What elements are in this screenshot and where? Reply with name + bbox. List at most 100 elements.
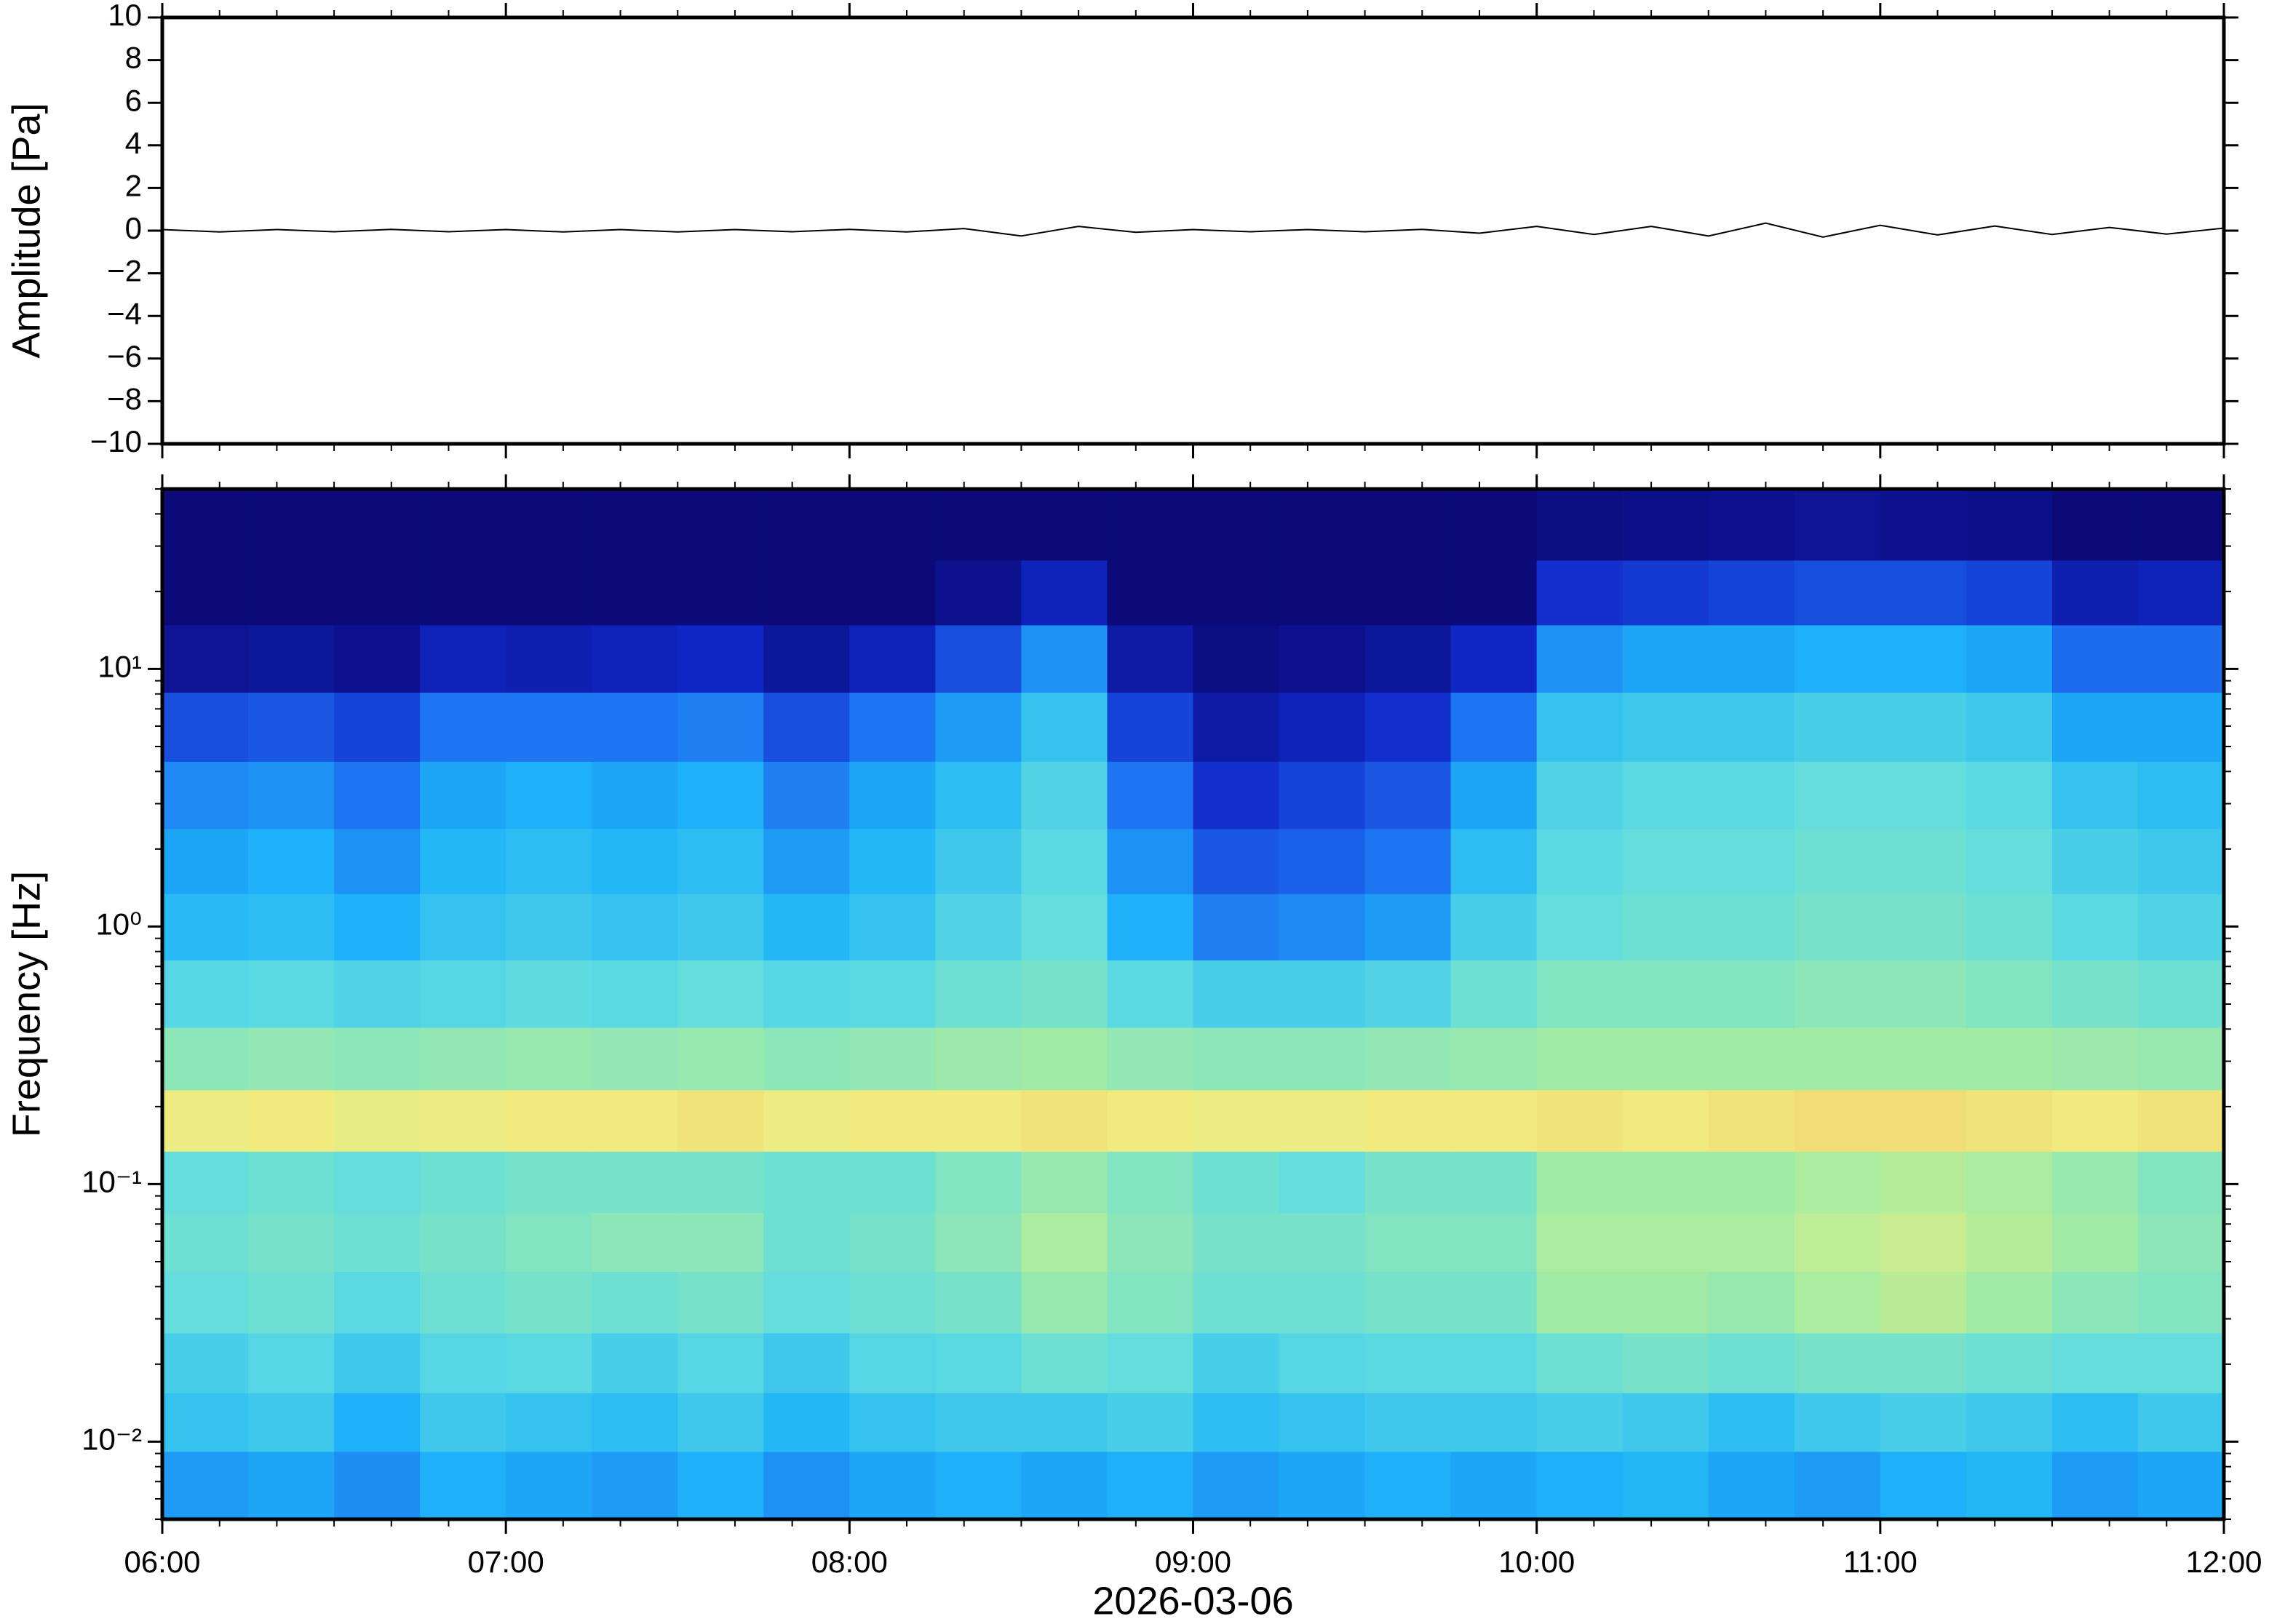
spectrogram-cell — [849, 1332, 936, 1393]
spectrogram-cell — [1021, 489, 1108, 561]
y-tick-label: −8 — [107, 381, 142, 415]
spectrogram-cell — [1279, 960, 1366, 1028]
spectrogram-cell — [1880, 761, 1967, 829]
spectrogram-cell — [1193, 1212, 1280, 1273]
spectrogram-cell — [334, 828, 421, 894]
spectrogram-cell — [1708, 1271, 1795, 1334]
spectrogram-cell — [1536, 893, 1624, 960]
spectrogram-cell — [1708, 960, 1795, 1028]
spectrogram-cell — [506, 1332, 592, 1393]
spectrogram-cell — [1450, 1089, 1538, 1152]
spectrogram-cell — [248, 828, 335, 894]
spectrogram-cell — [1966, 1271, 2053, 1334]
spectrogram-cell — [1880, 1332, 1967, 1393]
spectrogram-cell — [935, 1393, 1022, 1452]
spectrogram-cell — [1794, 1451, 1881, 1520]
spectrogram-cell — [935, 692, 1022, 762]
spectrogram-cell — [677, 1393, 764, 1452]
spectrogram-cell — [677, 560, 764, 626]
spectrogram-cell — [1107, 1151, 1194, 1214]
spectrogram-cell — [334, 1332, 421, 1393]
spectrogram-cell — [1966, 761, 2053, 829]
y-tick-label: 10⁻² — [82, 1422, 142, 1457]
spectrogram-cell — [506, 1393, 592, 1452]
y-tick-label: −6 — [107, 339, 142, 373]
x-tick-label: 07:00 — [468, 1545, 544, 1579]
spectrogram-cell — [1021, 1151, 1108, 1214]
spectrogram-cell — [1364, 624, 1452, 693]
y-tick-label: 4 — [125, 126, 142, 160]
spectrogram-cell — [2051, 1393, 2139, 1452]
spectrogram-cell — [2137, 1393, 2225, 1452]
spectrogram-cell — [1966, 1393, 2053, 1452]
spectrogram-cell — [1536, 1212, 1624, 1273]
spectrogram-cell — [1880, 828, 1967, 894]
spectrogram-cell — [1364, 893, 1452, 960]
spectrogram-cell — [1107, 1332, 1194, 1393]
spectrogram-cell — [1021, 960, 1108, 1028]
spectrogram-cell — [334, 1451, 421, 1520]
spectrogram-cell — [506, 1271, 592, 1334]
spectrogram-cell — [1193, 1151, 1280, 1214]
spectrogram-cell — [1193, 1393, 1280, 1452]
spectrogram-cell — [248, 1393, 335, 1452]
spectrogram-cell — [1794, 489, 1881, 561]
spectrogram-cell — [1536, 1393, 1624, 1452]
spectrogram-cell — [1193, 1089, 1280, 1152]
spectrogram-cell — [1708, 761, 1795, 829]
spectrogram-cell — [334, 1212, 421, 1273]
spectrogram-cell — [420, 761, 506, 829]
spectrogram-cell — [1364, 1393, 1452, 1452]
spectrogram-cell — [1279, 560, 1366, 626]
spectrogram-cell — [2051, 1027, 2139, 1091]
spectrogram-cell — [1021, 1451, 1108, 1520]
spectrogram-cell — [1536, 1451, 1624, 1520]
spectrogram-cell — [849, 828, 936, 894]
spectrogram-cell — [849, 960, 936, 1028]
spectrogram-cell — [1021, 1089, 1108, 1152]
spectrogram-cell — [1794, 828, 1881, 894]
spectrogram-cell — [334, 1393, 421, 1452]
spectrogram-cell — [592, 828, 678, 894]
spectrogram-cell — [2051, 624, 2139, 693]
spectrogram-cell — [2051, 960, 2139, 1028]
spectrogram-cell — [1794, 1089, 1881, 1152]
spectrogram-cell — [2137, 1451, 2225, 1520]
spectrogram-cell — [1107, 1089, 1194, 1152]
spectrogram-cell — [1450, 692, 1538, 762]
spectrogram-cell — [1536, 1271, 1624, 1334]
spectrogram-cell — [1622, 761, 1709, 829]
spectrogram-cell — [677, 761, 764, 829]
spectrogram-cell — [1794, 1332, 1881, 1393]
spectrogram-cell — [1966, 692, 2053, 762]
spectrogram-cell — [2137, 560, 2225, 626]
spectrogram-cell — [1193, 828, 1280, 894]
spectrogram-cell — [677, 828, 764, 894]
spectrogram-cell — [677, 1151, 764, 1214]
spectrogram-cell — [1708, 1089, 1795, 1152]
spectrogram-cell — [763, 1212, 850, 1273]
spectrogram-cell — [849, 489, 936, 561]
spectrogram-cell — [162, 1089, 249, 1152]
spectrogram-cell — [1450, 960, 1538, 1028]
y-tick-label: 10⁻¹ — [82, 1165, 142, 1199]
spectrogram-cell — [1880, 893, 1967, 960]
spectrogram-cell — [1279, 828, 1366, 894]
spectrogram-cell — [677, 692, 764, 762]
x-tick-label: 12:00 — [2185, 1545, 2262, 1579]
spectrogram-cell — [1794, 761, 1881, 829]
spectrogram-cell — [1279, 1151, 1366, 1214]
spectrogram-cell — [849, 1271, 936, 1334]
spectrogram-cell — [1794, 1027, 1881, 1091]
spectrogram-cell — [1794, 1151, 1881, 1214]
spectrogram-cell — [677, 1089, 764, 1152]
spectrogram-cell — [2051, 1212, 2139, 1273]
spectrogram-cell — [763, 1393, 850, 1452]
spectrogram-cell — [2051, 828, 2139, 894]
spectrogram-cell — [1364, 1027, 1452, 1091]
spectrogram-cell — [2051, 1332, 2139, 1393]
spectrogram-cell — [2051, 692, 2139, 762]
spectrogram-cell — [1966, 1151, 2053, 1214]
spectrogram-cell — [1279, 761, 1366, 829]
